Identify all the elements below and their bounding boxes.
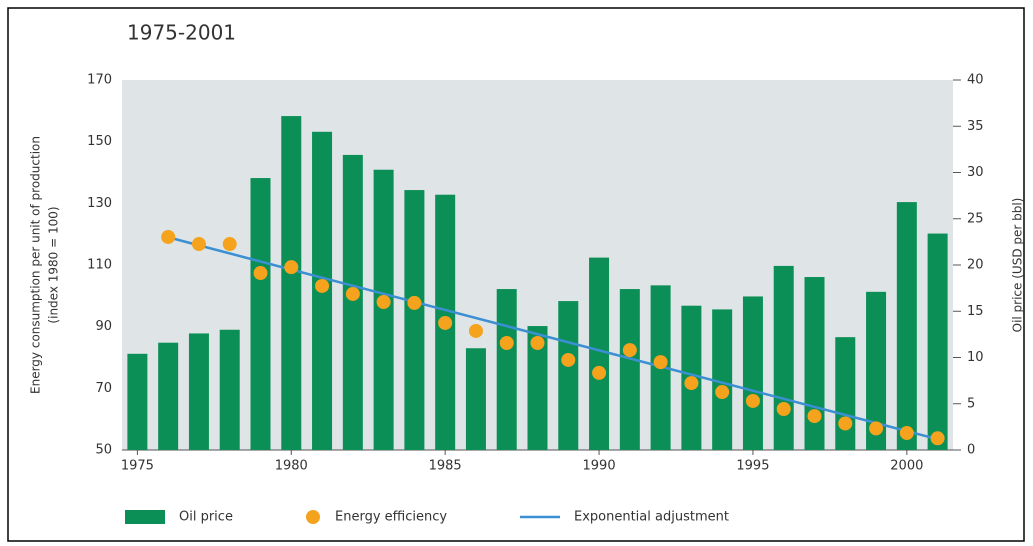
- point: [838, 416, 853, 431]
- bar: [188, 333, 209, 450]
- bar: [589, 257, 610, 450]
- point: [253, 266, 268, 281]
- y-axis-label: (index 1980 = 100): [47, 206, 61, 323]
- y-tick-label: 110: [87, 258, 112, 273]
- bar: [773, 265, 794, 450]
- bar: [619, 289, 640, 450]
- point: [468, 323, 483, 338]
- point: [869, 421, 884, 436]
- point: [592, 365, 607, 380]
- y2-tick-label: 25: [967, 211, 984, 226]
- bar: [127, 353, 148, 450]
- y2-tick-label: 0: [967, 443, 975, 458]
- point: [561, 352, 576, 367]
- bar: [373, 169, 394, 450]
- point: [653, 355, 668, 370]
- point: [345, 286, 360, 301]
- point: [284, 260, 299, 275]
- y2-tick-label: 15: [967, 304, 984, 319]
- point: [499, 336, 514, 351]
- point: [776, 401, 791, 416]
- bar: [404, 190, 425, 450]
- y-tick-label: 50: [95, 443, 112, 458]
- y2-axis-label: Oil price (USD per bbl): [1011, 198, 1025, 333]
- point: [530, 336, 545, 351]
- point: [930, 431, 945, 446]
- y2-tick-label: 40: [967, 73, 984, 88]
- y2-tick-label: 5: [967, 396, 975, 411]
- legend-label: Energy efficiency: [335, 510, 447, 525]
- y-tick-label: 130: [87, 196, 112, 211]
- bar: [558, 301, 579, 450]
- point: [407, 295, 422, 310]
- point: [438, 315, 453, 330]
- point: [315, 278, 330, 293]
- bar: [342, 154, 363, 451]
- bar: [250, 178, 271, 451]
- x-tick-label: 1975: [121, 459, 154, 474]
- x-tick-label: 2000: [890, 459, 923, 474]
- y-tick-label: 150: [87, 134, 112, 149]
- bar: [835, 337, 856, 450]
- legend-label: Exponential adjustment: [574, 510, 729, 525]
- y-axis-label: Energy consumption per unit of productio…: [29, 136, 43, 394]
- point: [222, 237, 237, 252]
- point: [376, 295, 391, 309]
- chart-title: 1975-2001: [127, 21, 236, 45]
- legend-swatch: [306, 510, 320, 524]
- bar: [281, 116, 302, 450]
- bar: [527, 326, 548, 450]
- point: [715, 385, 730, 400]
- bar: [866, 291, 887, 450]
- y-tick-label: 90: [95, 319, 112, 334]
- x-tick-label: 1985: [429, 459, 462, 474]
- x-tick-label: 1995: [736, 459, 769, 474]
- point: [807, 409, 822, 424]
- point: [622, 343, 637, 358]
- bar: [742, 296, 763, 450]
- bar: [158, 342, 179, 450]
- point: [191, 237, 206, 252]
- bar: [219, 329, 240, 450]
- point: [745, 393, 760, 408]
- point: [684, 376, 699, 391]
- y2-tick-label: 20: [967, 258, 984, 273]
- point: [899, 426, 914, 441]
- bar: [927, 233, 948, 450]
- legend-label: Oil price: [179, 510, 233, 525]
- bar: [804, 277, 825, 450]
- x-tick-label: 1990: [583, 459, 616, 474]
- y2-tick-label: 30: [967, 165, 984, 180]
- x-tick-label: 1980: [275, 459, 308, 474]
- y-tick-label: 170: [87, 73, 112, 88]
- point: [161, 229, 176, 244]
- legend-swatch: [125, 510, 165, 524]
- bar: [896, 202, 917, 450]
- bar: [496, 289, 517, 450]
- bar: [712, 309, 733, 450]
- y2-tick-label: 10: [967, 350, 984, 365]
- y2-tick-label: 35: [967, 119, 984, 134]
- y-tick-label: 70: [95, 381, 112, 396]
- bar: [465, 348, 486, 450]
